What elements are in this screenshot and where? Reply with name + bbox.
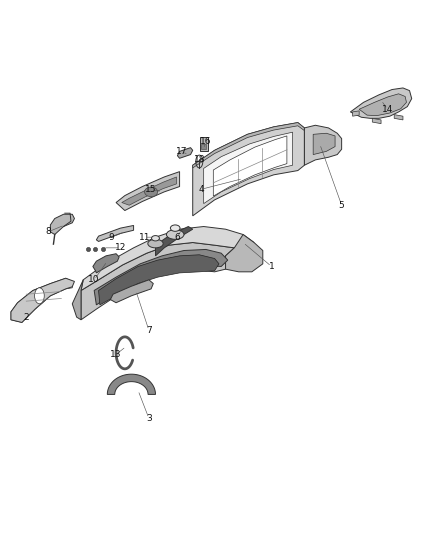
Ellipse shape — [170, 225, 180, 231]
Polygon shape — [213, 136, 287, 196]
Text: 6: 6 — [174, 233, 180, 241]
Text: 16: 16 — [200, 137, 212, 146]
Polygon shape — [11, 278, 72, 322]
Polygon shape — [50, 214, 74, 235]
Text: 8: 8 — [45, 228, 51, 236]
Polygon shape — [11, 278, 74, 322]
Ellipse shape — [166, 230, 184, 239]
Text: 10: 10 — [88, 276, 100, 284]
Text: 17: 17 — [176, 148, 187, 156]
Text: 15: 15 — [145, 185, 157, 193]
Ellipse shape — [145, 187, 158, 197]
Polygon shape — [110, 280, 153, 303]
Polygon shape — [394, 115, 403, 120]
Text: 13: 13 — [110, 350, 122, 359]
Text: 1: 1 — [268, 262, 275, 271]
Polygon shape — [122, 177, 177, 205]
Polygon shape — [359, 94, 406, 116]
Text: 2: 2 — [24, 313, 29, 321]
Polygon shape — [193, 123, 304, 216]
Text: 4: 4 — [199, 185, 204, 193]
Polygon shape — [81, 243, 234, 320]
Polygon shape — [226, 235, 263, 272]
Text: 9: 9 — [109, 233, 115, 241]
Polygon shape — [96, 225, 134, 241]
Ellipse shape — [148, 239, 163, 248]
Polygon shape — [107, 374, 155, 394]
Polygon shape — [93, 254, 119, 273]
Text: 14: 14 — [382, 105, 393, 114]
Polygon shape — [99, 255, 219, 305]
Polygon shape — [204, 132, 293, 204]
Polygon shape — [116, 172, 180, 211]
Polygon shape — [72, 280, 83, 320]
Ellipse shape — [35, 288, 44, 304]
Text: 7: 7 — [146, 326, 152, 335]
Polygon shape — [313, 133, 335, 155]
FancyBboxPatch shape — [201, 144, 206, 149]
Text: 11: 11 — [139, 233, 150, 241]
Polygon shape — [177, 148, 193, 158]
Polygon shape — [193, 123, 304, 168]
Polygon shape — [372, 118, 381, 124]
Text: 3: 3 — [146, 414, 152, 423]
Text: 18: 18 — [194, 156, 205, 164]
Polygon shape — [155, 227, 193, 256]
Text: 12: 12 — [115, 244, 126, 252]
Polygon shape — [350, 88, 412, 118]
Polygon shape — [81, 227, 254, 290]
Polygon shape — [304, 125, 342, 165]
FancyBboxPatch shape — [200, 137, 208, 151]
Polygon shape — [353, 111, 359, 116]
Polygon shape — [94, 249, 228, 305]
Ellipse shape — [152, 236, 159, 241]
Text: 5: 5 — [339, 201, 345, 209]
